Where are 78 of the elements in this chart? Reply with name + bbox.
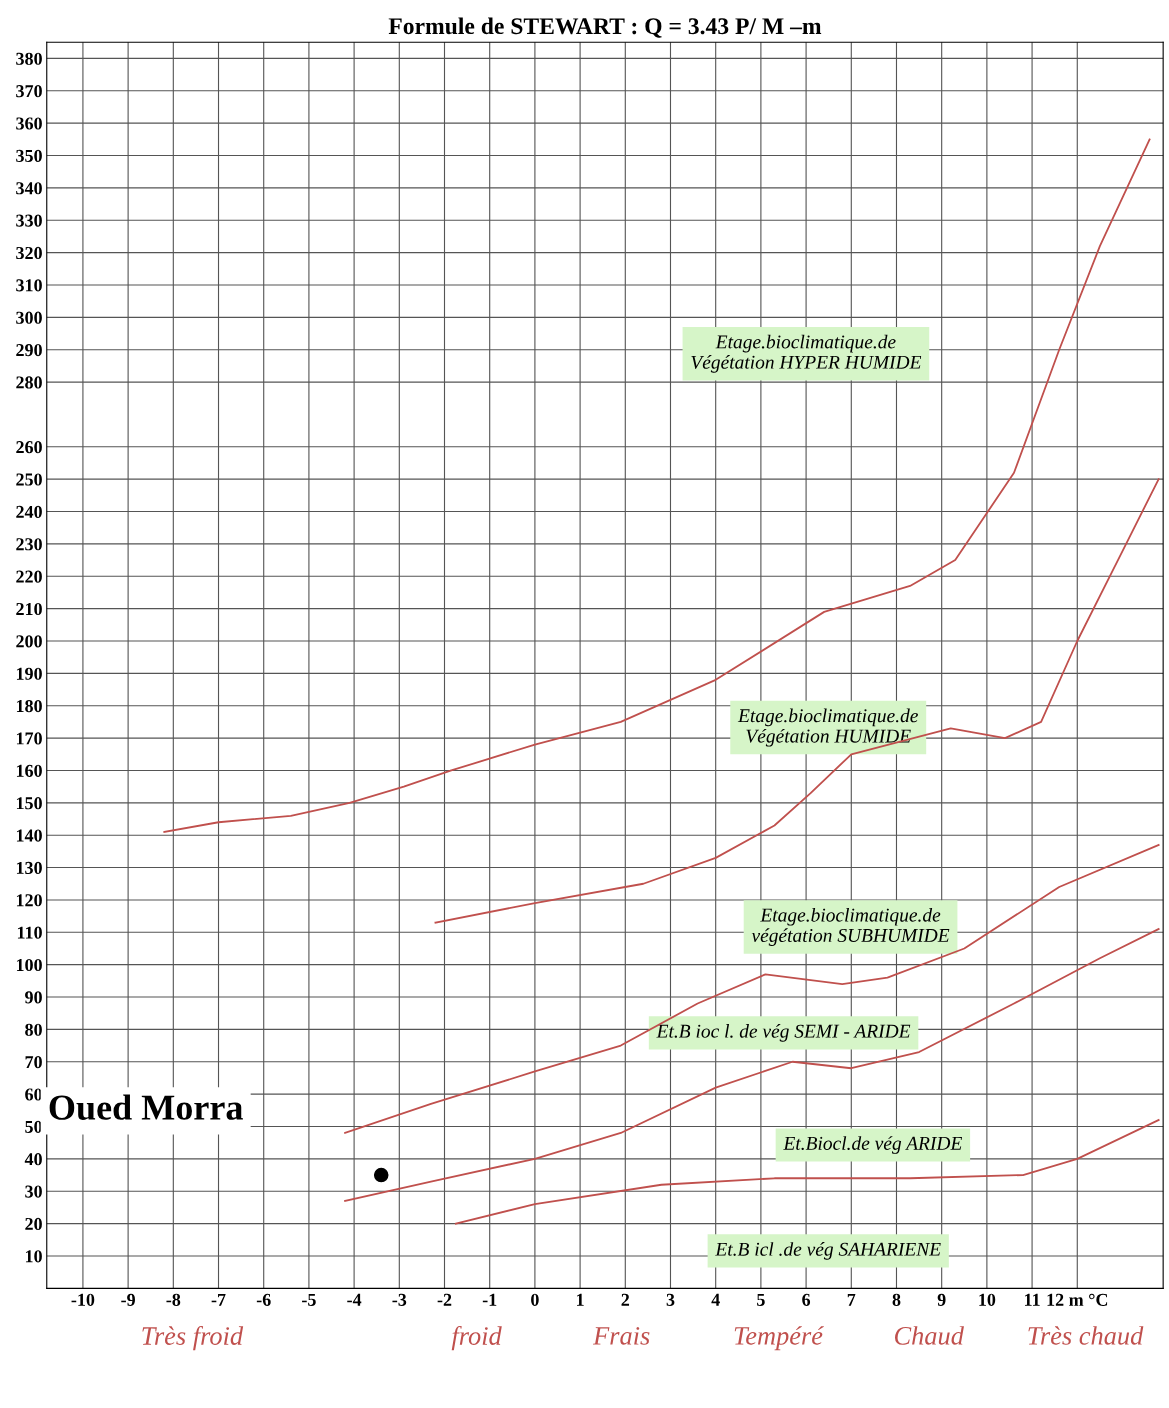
annotation: Etage.bioclimatique.de Végétation HUMIDE xyxy=(737,708,918,747)
line-series xyxy=(454,1119,1160,1225)
x-tick-label: -3 xyxy=(392,1293,407,1306)
x-tick-label: 3 xyxy=(666,1293,675,1306)
y-tick-label: 40 xyxy=(24,1153,42,1166)
y-tick-label: 60 xyxy=(25,1088,42,1101)
text: Frais xyxy=(592,1327,650,1345)
y-tick-label: 360 xyxy=(16,117,42,130)
text: froid xyxy=(451,1326,502,1351)
annotation: Etage.bioclimatique.de Végétation HYPER HUMIDE xyxy=(691,334,922,373)
x-tick-label: -6 xyxy=(256,1293,271,1306)
annotation: Et.B ioc l. de vég SEMI - ARIDE xyxy=(656,1024,911,1042)
y-tick-label: 300 xyxy=(16,311,42,324)
y-tick-label: 190 xyxy=(16,667,42,680)
text: Chaud xyxy=(894,1326,964,1345)
y-tick-label: 20 xyxy=(25,1217,42,1231)
y-tick-label: 380 xyxy=(16,52,42,65)
x-tick-label: 7 xyxy=(847,1293,856,1306)
x-tick-label: -1 xyxy=(482,1293,497,1306)
x-tick-label: 9 xyxy=(937,1293,946,1306)
y-tick-label: 30 xyxy=(25,1185,42,1198)
text: Très chaud xyxy=(1028,1326,1144,1345)
y-tick-label: 110 xyxy=(17,926,42,939)
x-tick-label: 0 xyxy=(531,1293,539,1306)
y-tick-label: 170 xyxy=(16,732,42,745)
text: Oued Morra xyxy=(49,1094,243,1120)
y-tick-label: 230 xyxy=(16,538,42,551)
y-tick-label: 80 xyxy=(25,1023,42,1036)
line-series xyxy=(344,928,1160,1202)
y-tick-label: 180 xyxy=(16,699,42,713)
annotation: Etage.bioclimatique.de végétation SUBHUMIDE xyxy=(751,907,950,946)
y-tick-label: 100 xyxy=(16,958,42,972)
x-tick-label: 2 xyxy=(621,1293,630,1306)
line-series xyxy=(163,138,1151,833)
x-tick-label: -5 xyxy=(302,1293,316,1306)
x-tick-label: -2 xyxy=(437,1293,452,1306)
y-tick-label: 330 xyxy=(16,214,42,227)
y-tick-label: 250 xyxy=(16,473,42,486)
x-tick-label: -9 xyxy=(121,1293,135,1306)
y-tick-label: 370 xyxy=(16,85,42,98)
x-tick-label: 4 xyxy=(711,1293,720,1306)
x-tick-label: 1 xyxy=(577,1293,584,1306)
annotation: Et.Biocl.de vég ARIDE xyxy=(783,1136,963,1154)
y-tick-label: 120 xyxy=(16,894,42,907)
x-tick-label: -10 xyxy=(71,1293,95,1306)
x-tick-label: 12 m °C xyxy=(1047,1293,1108,1306)
y-tick-label: 320 xyxy=(16,246,42,260)
y-tick-label: 240 xyxy=(16,505,42,518)
line-series xyxy=(434,478,1160,924)
line-series xyxy=(344,844,1160,1134)
y-tick-label: 290 xyxy=(16,343,42,357)
y-tick-label: 70 xyxy=(25,1056,42,1069)
y-tick-label: 340 xyxy=(16,182,42,195)
y-tick-label: 220 xyxy=(16,570,42,583)
x-tick-label: 11 xyxy=(1025,1293,1040,1306)
x-tick-label: -4 xyxy=(347,1293,362,1306)
chart-title: Formule de STEWART : Q = 3.43 P/ M –m xyxy=(388,17,822,38)
text: Tempéré xyxy=(734,1326,824,1351)
y-tick-label: 200 xyxy=(16,635,42,648)
y-tick-label: 160 xyxy=(16,764,42,777)
text: Très froid xyxy=(142,1326,244,1351)
y-tick-label: 310 xyxy=(16,279,42,292)
y-tick-label: 210 xyxy=(16,602,42,616)
y-tick-label: 10 xyxy=(25,1250,42,1263)
y-tick-label: 350 xyxy=(16,149,42,162)
annotation: Et.B icl .de vég SAHARIENE xyxy=(715,1242,941,1260)
y-tick-label: 260 xyxy=(16,441,42,454)
y-tick-label: 150 xyxy=(16,797,42,810)
y-tick-label: 90 xyxy=(25,991,42,1004)
x-tick-label: 10 xyxy=(979,1293,996,1306)
x-tick-label: -7 xyxy=(211,1293,226,1306)
x-tick-label: 6 xyxy=(802,1293,811,1306)
y-tick-label: 280 xyxy=(16,376,42,389)
y-tick-label: 130 xyxy=(16,861,42,875)
x-tick-label: -8 xyxy=(166,1293,181,1306)
y-tick-label: 140 xyxy=(16,829,42,842)
x-tick-label: 5 xyxy=(757,1293,765,1306)
x-tick-label: 8 xyxy=(892,1293,901,1306)
